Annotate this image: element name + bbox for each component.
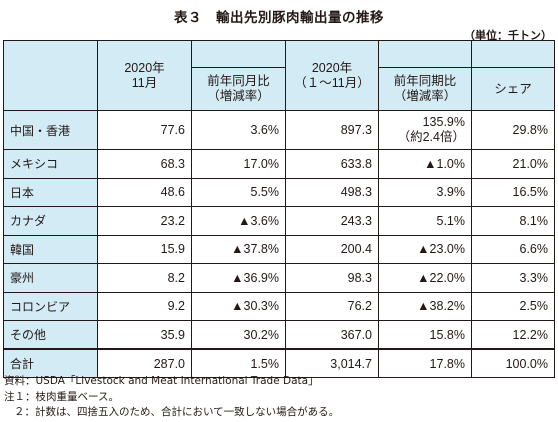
cell-month-yoy: ▲37.8% <box>191 234 286 264</box>
cell-share: 12.2% <box>471 320 555 350</box>
cell-share: 21.0% <box>471 149 555 179</box>
row-name: カナダ <box>3 206 98 236</box>
cell-ytd-volume: 98.3 <box>285 263 379 293</box>
cell-ytd-volume: 897.3 <box>285 110 379 150</box>
row-name: 韓国 <box>3 234 98 264</box>
unit-label: （単位：千トン） <box>464 29 552 42</box>
header-ytd-volume: 2020年 （１～11月） <box>285 40 379 111</box>
table-row: 合計 287.0 1.5% 3,014.7 17.8% 100.0% <box>3 348 555 378</box>
note-2: ２：計数は、四捨五入のため、合計において一致しない場合がある。 <box>14 406 340 418</box>
cell-ytd-volume: 243.3 <box>285 206 379 236</box>
table-body: 中国・香港 77.6 3.6% 897.3 135.9% （約2.4倍） 29.8% メキシ… <box>3 110 555 378</box>
row-name: メキシコ <box>3 149 98 179</box>
export-table: 2020年 11月 2020年 （１～11月） 前年同月比 （増減率） 前年同期… <box>3 40 555 378</box>
cell-month-yoy: 5.5% <box>191 177 286 207</box>
header-month-yoy: 前年同月比 （増減率） <box>191 67 286 111</box>
cell-ytd-volume: 3,014.7 <box>285 348 379 378</box>
table-row: その他 35.9 30.2% 367.0 15.8% 12.2% <box>3 320 555 350</box>
table-row: 日本 48.6 5.5% 498.3 3.9% 16.5% <box>3 177 555 207</box>
cell-month-volume: 77.6 <box>97 110 192 150</box>
cell-share: 8.1% <box>471 206 555 236</box>
table-row: コロンビア 9.2 ▲30.3% 76.2 ▲38.2% 2.5% <box>3 291 555 321</box>
note-1: 注１：枝肉重量ベース。 <box>4 390 119 403</box>
cell-month-volume: 35.9 <box>97 320 192 350</box>
cell-ytd-yoy: 5.1% <box>378 206 472 236</box>
cell-share: 16.5% <box>471 177 555 207</box>
cell-month-volume: 48.6 <box>97 177 192 207</box>
row-name: その他 <box>3 320 98 350</box>
row-name: 中国・香港 <box>3 110 98 150</box>
cell-month-volume: 23.2 <box>97 206 192 236</box>
cell-month-volume: 9.2 <box>97 291 192 321</box>
cell-share: 100.0% <box>471 348 555 378</box>
cell-ytd-yoy: 3.9% <box>378 177 472 207</box>
cell-ytd-yoy: ▲1.0% <box>378 149 472 179</box>
cell-ytd-yoy: ▲22.0% <box>378 263 472 293</box>
cell-month-yoy: ▲30.3% <box>191 291 286 321</box>
table-row: 中国・香港 77.6 3.6% 897.3 135.9% （約2.4倍） 29.8% <box>3 110 555 150</box>
cell-ytd-volume: 76.2 <box>285 291 379 321</box>
cell-share: 2.5% <box>471 291 555 321</box>
cell-ytd-yoy: ▲38.2% <box>378 291 472 321</box>
cell-month-yoy: 1.5% <box>191 348 286 378</box>
table-row: カナダ 23.2 ▲3.6% 243.3 5.1% 8.1% <box>3 206 555 236</box>
cell-ytd-yoy: ▲23.0% <box>378 234 472 264</box>
cell-month-volume: 68.3 <box>97 149 192 179</box>
table-row: 豪州 8.2 ▲36.9% 98.3 ▲22.0% 3.3% <box>3 263 555 293</box>
header-month-yoy-spacer <box>191 40 286 68</box>
header-ytd-yoy: 前年同期比 （増減率） <box>378 67 472 111</box>
header-ytd-yoy-spacer <box>378 40 472 68</box>
cell-month-yoy: 30.2% <box>191 320 286 350</box>
table-title: 表３ 輸出先別豚肉輸出量の推移 <box>174 10 384 26</box>
cell-month-yoy: 17.0% <box>191 149 286 179</box>
header-share: シェア <box>471 67 555 111</box>
table-row: 韓国 15.9 ▲37.8% 200.4 ▲23.0% 6.6% <box>3 234 555 264</box>
cell-month-yoy: ▲3.6% <box>191 206 286 236</box>
cell-share: 3.3% <box>471 263 555 293</box>
row-name: 日本 <box>3 177 98 207</box>
cell-ytd-yoy: 15.8% <box>378 320 472 350</box>
header-share-spacer <box>471 40 555 68</box>
cell-month-yoy: ▲36.9% <box>191 263 286 293</box>
cell-month-volume: 8.2 <box>97 263 192 293</box>
cell-ytd-yoy: 17.8% <box>378 348 472 378</box>
header-corner <box>3 40 98 111</box>
cell-ytd-volume: 633.8 <box>285 149 379 179</box>
cell-ytd-yoy: 135.9% （約2.4倍） <box>378 110 472 150</box>
row-name: コロンビア <box>3 291 98 321</box>
cell-ytd-volume: 498.3 <box>285 177 379 207</box>
cell-month-yoy: 3.6% <box>191 110 286 150</box>
cell-share: 6.6% <box>471 234 555 264</box>
source-note: 資料：USDA「Livestock and Meat International… <box>4 375 319 387</box>
table-row: メキシコ 68.3 17.0% 633.8 ▲1.0% 21.0% <box>3 149 555 179</box>
row-name: 豪州 <box>3 263 98 293</box>
cell-ytd-volume: 367.0 <box>285 320 379 350</box>
header-month-volume: 2020年 11月 <box>97 40 192 111</box>
cell-ytd-volume: 200.4 <box>285 234 379 264</box>
cell-month-volume: 15.9 <box>97 234 192 264</box>
footnotes: 資料：USDA「Livestock and Meat International… <box>4 374 339 421</box>
cell-share: 29.8% <box>471 110 555 150</box>
